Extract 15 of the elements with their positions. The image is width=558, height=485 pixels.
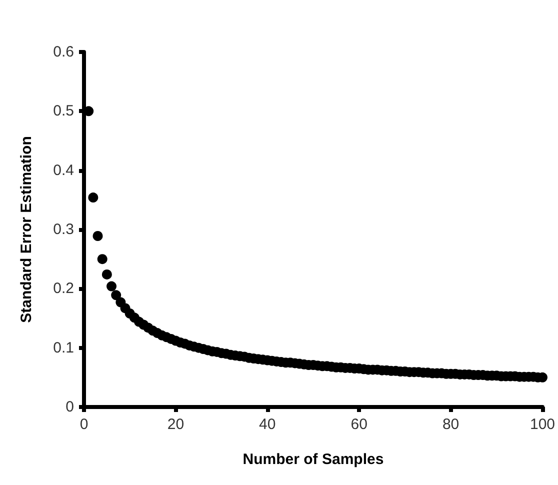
x-tick-label: 100 (530, 416, 555, 433)
y-tick-label: 0.5 (53, 102, 74, 120)
y-tick-label: 0.6 (53, 44, 74, 60)
y-tick-label: 0.1 (53, 339, 74, 356)
x-tick-label: 0 (80, 416, 88, 433)
y-tick-label: 0.4 (53, 162, 74, 179)
x-tick-label: 20 (167, 416, 184, 433)
x-tick-label: 40 (259, 416, 276, 433)
x-tick-label: 60 (350, 416, 368, 433)
x-axis-title: Number of Samples (242, 451, 384, 468)
y-tick-label: 0.3 (53, 221, 74, 238)
x-tick-label: 80 (442, 416, 460, 433)
y-tick-label: 0.2 (53, 280, 74, 298)
y-axis-title: Standard Error Estimation (18, 136, 35, 323)
y-tick-label: 0 (66, 398, 74, 416)
